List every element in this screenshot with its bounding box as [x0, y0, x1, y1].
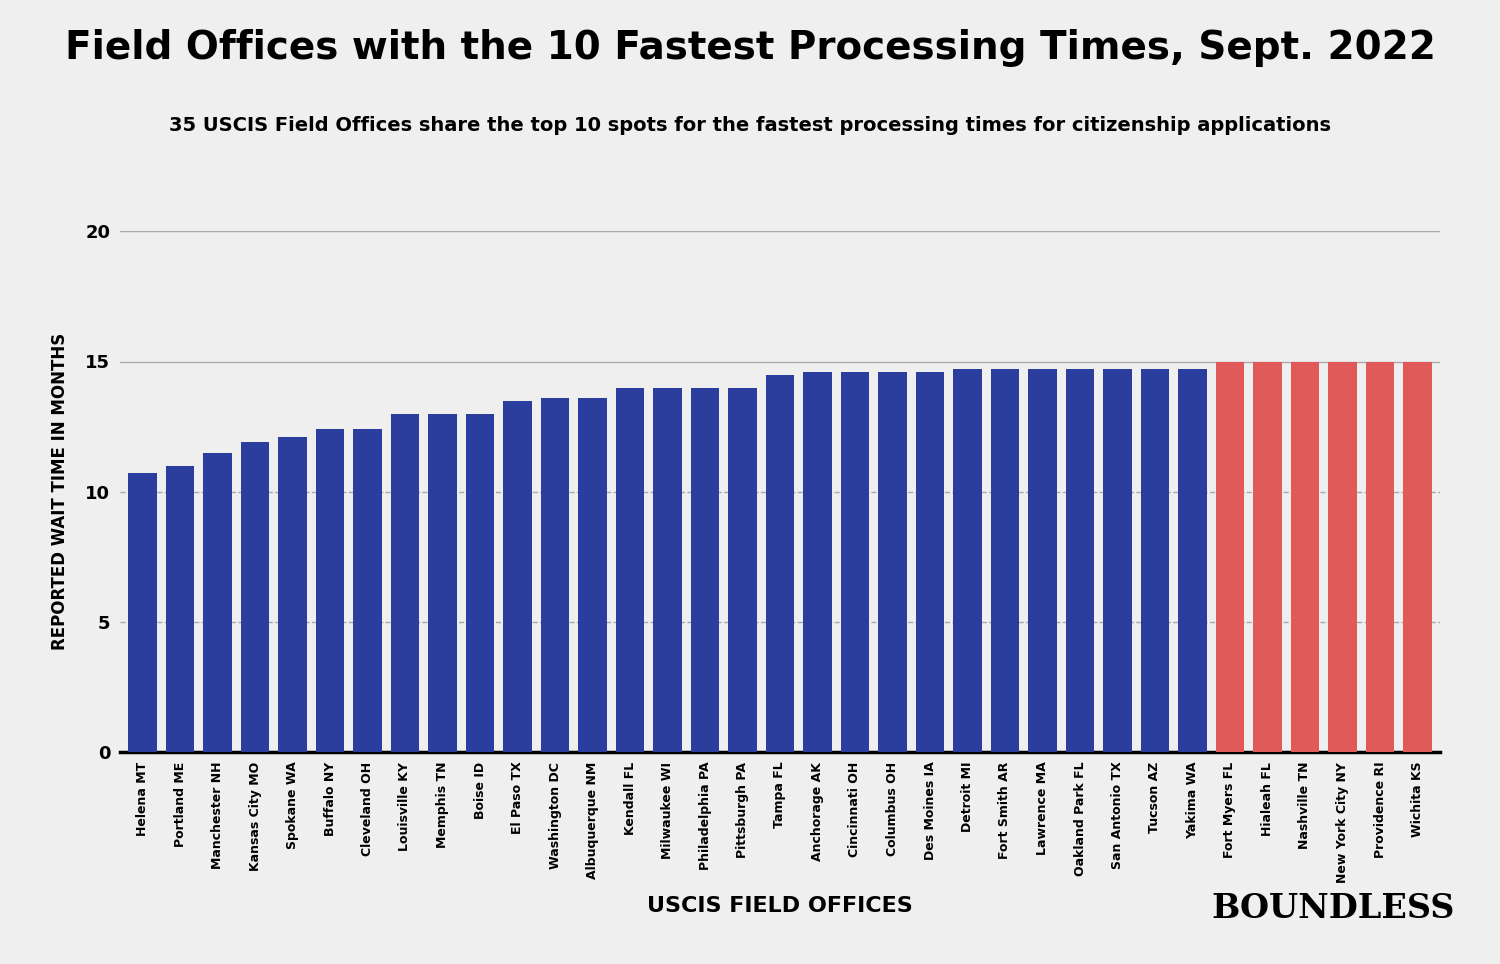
Bar	[279, 437, 306, 752]
Bar	[466, 414, 494, 752]
Bar	[166, 466, 194, 752]
Bar	[504, 401, 531, 752]
X-axis label: USCIS FIELD OFFICES: USCIS FIELD OFFICES	[646, 897, 914, 917]
Bar	[1329, 362, 1356, 752]
Bar	[1366, 362, 1394, 752]
Bar	[842, 372, 868, 752]
Bar	[692, 388, 718, 752]
Bar	[879, 372, 906, 752]
Bar	[992, 369, 1018, 752]
Bar	[1066, 369, 1094, 752]
Bar	[1029, 369, 1056, 752]
Bar	[1404, 362, 1431, 752]
Text: 35 USCIS Field Offices share the top 10 spots for the fastest processing times f: 35 USCIS Field Offices share the top 10 …	[170, 116, 1330, 135]
Bar	[804, 372, 831, 752]
Bar	[392, 414, 418, 752]
Bar	[1104, 369, 1131, 752]
Bar	[1292, 362, 1318, 752]
Y-axis label: REPORTED WAIT TIME IN MONTHS: REPORTED WAIT TIME IN MONTHS	[51, 333, 69, 651]
Bar	[242, 442, 268, 752]
Bar	[316, 429, 344, 752]
Bar	[954, 369, 981, 752]
Bar	[766, 374, 794, 752]
Bar	[1216, 362, 1243, 752]
Text: BOUNDLESS: BOUNDLESS	[1212, 893, 1455, 925]
Bar	[429, 414, 456, 752]
Bar	[616, 388, 644, 752]
Bar	[1179, 369, 1206, 752]
Bar	[1254, 362, 1281, 752]
Bar	[579, 398, 606, 752]
Bar	[354, 429, 381, 752]
Bar	[129, 473, 156, 752]
Bar	[916, 372, 944, 752]
Bar	[1142, 369, 1168, 752]
Text: Field Offices with the 10 Fastest Processing Times, Sept. 2022: Field Offices with the 10 Fastest Proces…	[64, 29, 1435, 67]
Bar	[542, 398, 568, 752]
Bar	[204, 452, 231, 752]
Bar	[654, 388, 681, 752]
Bar	[729, 388, 756, 752]
